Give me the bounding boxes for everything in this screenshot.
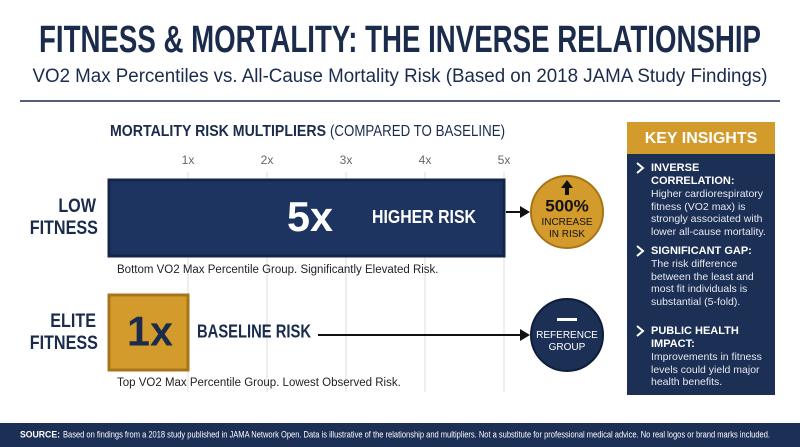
- axis-title-note: (COMPARED TO BASELINE): [330, 123, 505, 140]
- x-tick-label: 2x: [261, 153, 274, 167]
- dash-icon: [557, 318, 577, 321]
- bar: [107, 293, 190, 372]
- insight-heading: PUBLIC HEALTH IMPACT:: [651, 325, 739, 350]
- arrow-head: [520, 206, 530, 218]
- insight-heading: INVERSE CORRELATION:: [651, 162, 735, 187]
- callout-circle: [530, 298, 604, 372]
- bar: [107, 178, 506, 258]
- insights-title: KEY INSIGHTS: [645, 130, 758, 147]
- chevron-icon: [636, 245, 645, 257]
- callout-circle: [530, 175, 604, 249]
- caption: Top VO2 Max Percentile Group. Lowest Obs…: [117, 377, 401, 389]
- x-tick-label: 5x: [498, 153, 511, 167]
- insights-panel: [627, 122, 775, 395]
- category-label: ELITE FITNESS: [29, 310, 98, 354]
- callout-text: INCREASE IN RISK: [541, 217, 593, 240]
- insight-heading: SIGNIFICANT GAP:: [651, 245, 752, 257]
- value-label: 5x: [287, 193, 334, 240]
- insight: SIGNIFICANT GAP: The risk difference betw…: [651, 245, 769, 308]
- footer: [0, 423, 800, 447]
- chevron-icon: [636, 162, 645, 174]
- insights-header: [627, 122, 775, 154]
- insight: INVERSE CORRELATION: Higher cardiorespira…: [651, 162, 769, 238]
- caption: Bottom VO2 Max Percentile Group. Signifi…: [117, 264, 439, 276]
- callout-text: REFERENCE GROUP: [536, 330, 598, 353]
- bar-note: HIGHER RISK: [372, 207, 476, 227]
- chevron-icon: [636, 325, 645, 337]
- insight-text: The risk difference between the least an…: [651, 258, 754, 308]
- insight-text: Higher cardiorespiratory fitness (VO2 ma…: [651, 188, 766, 238]
- callout-value: 500%: [545, 196, 588, 215]
- x-tick-label: 1x: [182, 153, 195, 167]
- x-tick-label: 3x: [340, 153, 353, 167]
- up-arrow-icon: [561, 180, 573, 195]
- category-label: LOW FITNESS: [29, 196, 98, 239]
- axis-title: MORTALITY RISK MULTIPLIERS: [110, 123, 326, 140]
- subtitle: VO2 Max Percentiles vs. All-Cause Mortal…: [33, 66, 768, 87]
- source-label: SOURCE:: [20, 429, 60, 439]
- bar-note: BASELINE RISK: [197, 321, 311, 341]
- insight: PUBLIC HEALTH IMPACT: Improvements in fit…: [651, 325, 769, 389]
- insight-text: Improvements in fitness levels could yie…: [651, 351, 762, 388]
- value-label: 1x: [127, 308, 174, 355]
- title: FITNESS & MORTALITY: THE INVERSE RELATIO…: [39, 19, 761, 61]
- x-tick-label: 4x: [419, 153, 432, 167]
- arrow-head: [520, 329, 530, 341]
- source-text: Based on findings from a 2018 study publ…: [63, 429, 770, 439]
